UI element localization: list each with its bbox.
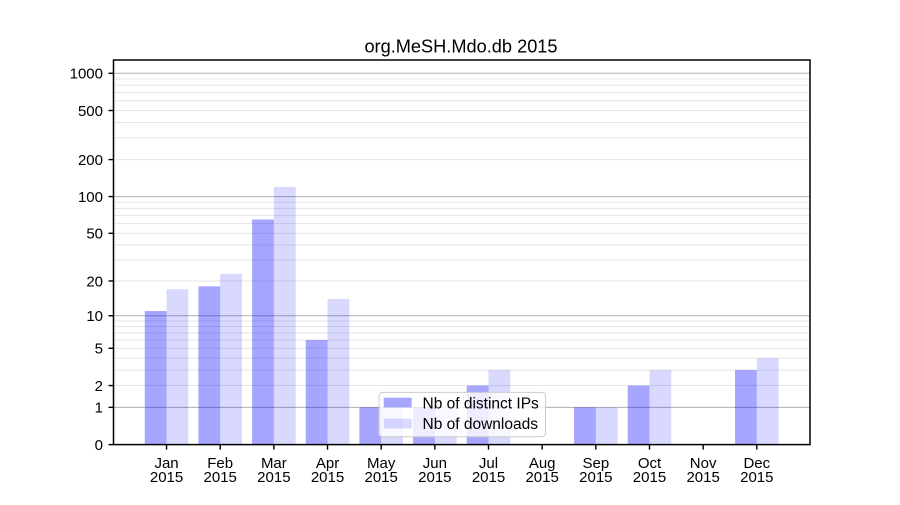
svg-text:Jun: Jun (423, 455, 447, 472)
svg-text:2: 2 (95, 378, 103, 395)
svg-text:Nb of downloads: Nb of downloads (423, 416, 539, 433)
svg-text:Nb of distinct IPs: Nb of distinct IPs (423, 395, 540, 412)
svg-text:Oct: Oct (638, 455, 662, 472)
svg-text:2015: 2015 (740, 469, 773, 486)
svg-text:500: 500 (78, 103, 103, 120)
svg-text:org.MeSH.Mdo.db 2015: org.MeSH.Mdo.db 2015 (364, 37, 557, 57)
svg-text:Dec: Dec (743, 455, 770, 472)
svg-text:100: 100 (78, 189, 103, 206)
svg-text:Feb: Feb (207, 455, 233, 472)
svg-text:0: 0 (95, 437, 103, 454)
svg-text:Nov: Nov (690, 455, 717, 472)
svg-text:Sep: Sep (582, 455, 609, 472)
svg-text:2015: 2015 (365, 469, 398, 486)
svg-text:1000: 1000 (70, 66, 103, 83)
svg-text:2015: 2015 (311, 469, 344, 486)
svg-text:50: 50 (86, 226, 103, 243)
svg-text:May: May (367, 455, 396, 472)
svg-text:Jan: Jan (154, 455, 178, 472)
svg-text:2015: 2015 (633, 469, 666, 486)
svg-text:2015: 2015 (204, 469, 237, 486)
svg-text:Apr: Apr (316, 455, 339, 472)
svg-text:200: 200 (78, 152, 103, 169)
svg-text:2015: 2015 (472, 469, 505, 486)
svg-text:2015: 2015 (150, 469, 183, 486)
svg-text:Mar: Mar (261, 455, 287, 472)
svg-text:2015: 2015 (579, 469, 612, 486)
svg-text:2015: 2015 (525, 469, 558, 486)
svg-text:5: 5 (95, 341, 103, 358)
svg-text:20: 20 (86, 273, 103, 290)
svg-text:2015: 2015 (418, 469, 451, 486)
svg-text:2015: 2015 (686, 469, 719, 486)
svg-text:10: 10 (86, 308, 103, 325)
svg-text:1: 1 (95, 400, 103, 417)
svg-text:Aug: Aug (529, 455, 556, 472)
svg-text:2015: 2015 (257, 469, 290, 486)
svg-text:Jul: Jul (479, 455, 498, 472)
